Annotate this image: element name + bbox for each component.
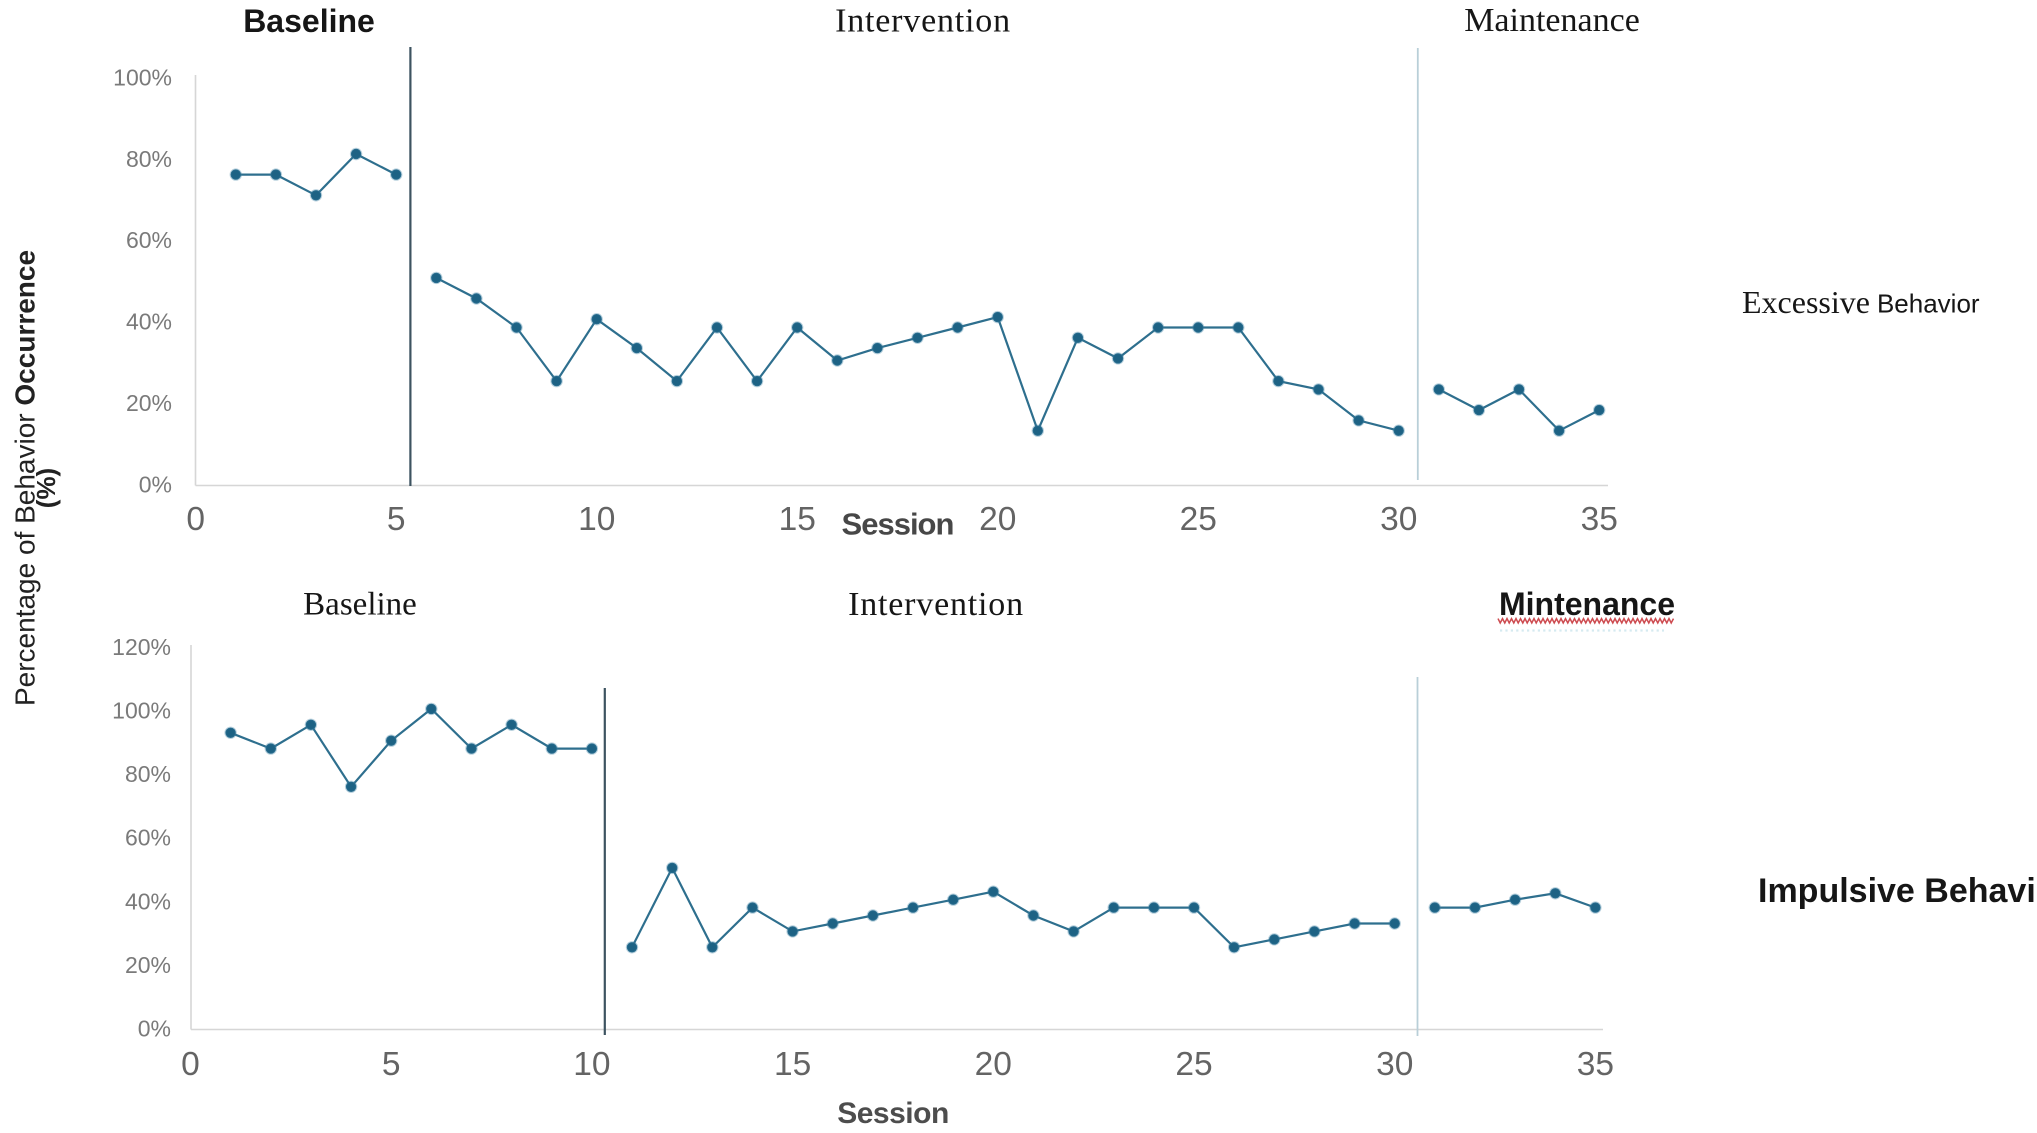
svg-text:100%: 100% [113, 64, 172, 90]
svg-text:60%: 60% [126, 227, 172, 253]
svg-text:60%: 60% [125, 825, 171, 851]
svg-text:Percentage of Behavior Occurre: Percentage of Behavior Occurrence [10, 250, 41, 706]
svg-text:Session: Session [842, 507, 954, 542]
svg-text:35: 35 [1577, 1046, 1614, 1083]
svg-text:20: 20 [979, 501, 1016, 538]
svg-text:30: 30 [1380, 501, 1417, 538]
svg-text:25: 25 [1180, 501, 1217, 538]
svg-text:Intervention: Intervention [835, 3, 1011, 40]
svg-text:Session: Session [837, 1097, 949, 1130]
svg-text:40%: 40% [126, 309, 172, 335]
svg-text:5: 5 [382, 1046, 401, 1083]
svg-text:100%: 100% [112, 698, 171, 724]
svg-text:Baseline: Baseline [243, 3, 375, 39]
svg-text:15: 15 [774, 1046, 811, 1083]
svg-text:80%: 80% [126, 146, 172, 172]
svg-text:0: 0 [186, 501, 205, 538]
svg-text:5: 5 [387, 501, 406, 538]
svg-text:15: 15 [779, 501, 816, 538]
svg-text:35: 35 [1581, 501, 1618, 538]
svg-text:20%: 20% [126, 390, 172, 416]
svg-text:10: 10 [573, 1046, 610, 1083]
svg-text:20: 20 [975, 1046, 1012, 1083]
svg-text:Maintenance: Maintenance [1464, 2, 1640, 39]
svg-text:80%: 80% [125, 761, 171, 787]
svg-text:Impulsive Behavior: Impulsive Behavior [1758, 872, 2037, 910]
svg-text:0%: 0% [139, 471, 172, 497]
svg-text:10: 10 [578, 501, 615, 538]
svg-text:25: 25 [1175, 1046, 1212, 1083]
svg-text:0%: 0% [138, 1015, 171, 1041]
svg-text:Intervention: Intervention [848, 586, 1024, 623]
svg-text:0: 0 [181, 1046, 200, 1083]
svg-text:(%): (%) [31, 468, 61, 508]
svg-text:Mintenance: Mintenance [1499, 586, 1675, 622]
svg-text:40%: 40% [125, 888, 171, 914]
svg-text:Baseline: Baseline [303, 587, 417, 623]
svg-text:120%: 120% [112, 634, 171, 660]
svg-text:30: 30 [1376, 1046, 1413, 1083]
svg-text:20%: 20% [125, 952, 171, 978]
